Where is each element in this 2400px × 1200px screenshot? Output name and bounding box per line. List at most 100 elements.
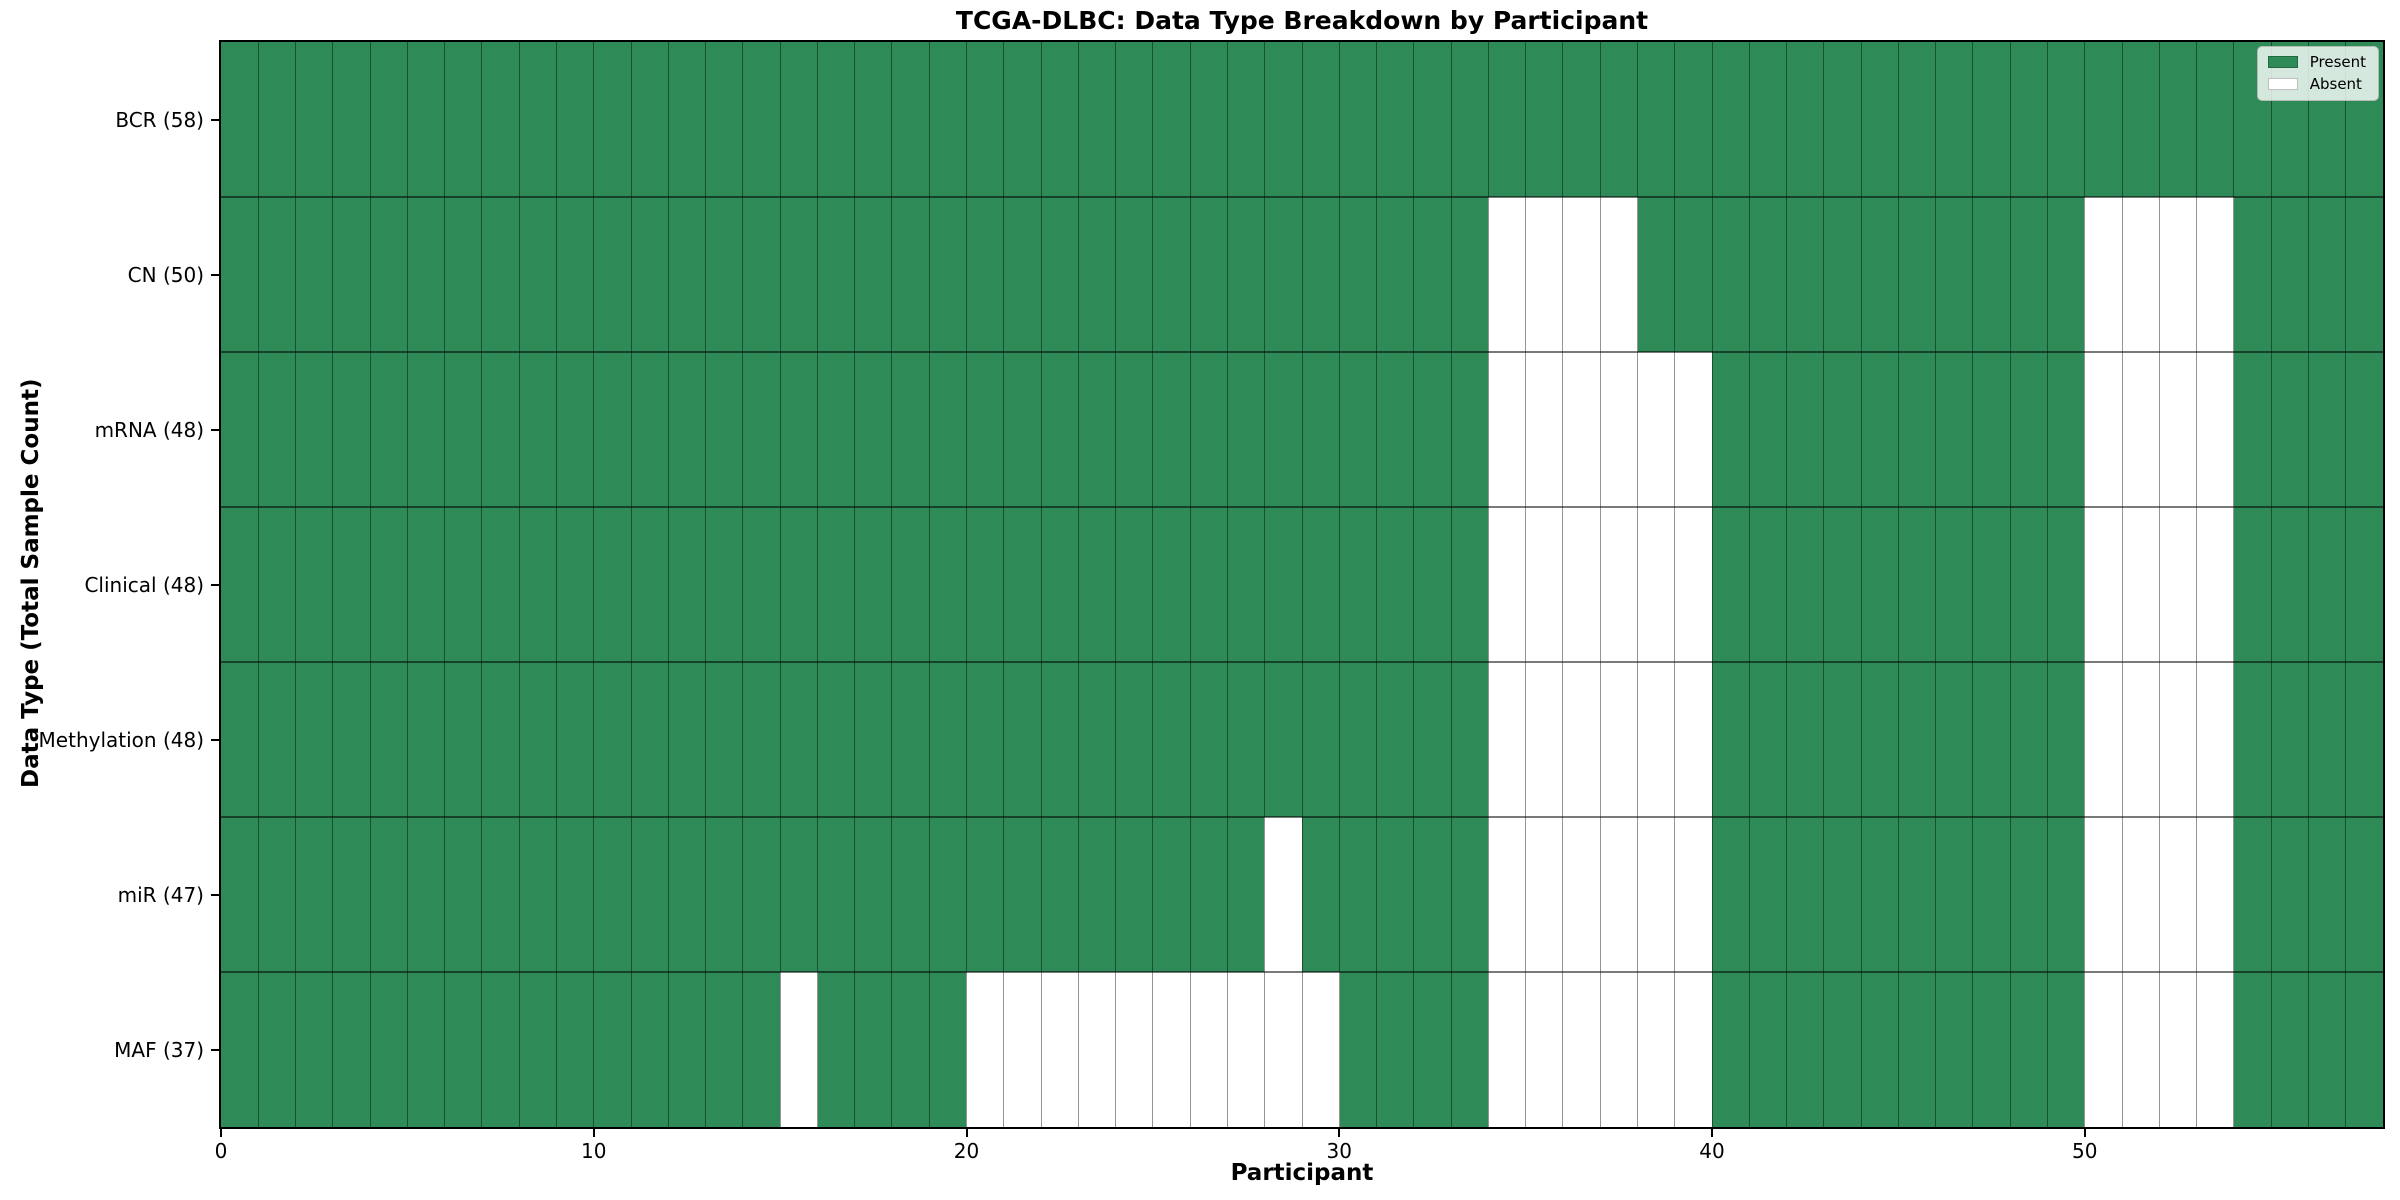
cell-gridline-vertical [2009, 42, 2011, 1127]
cell-gridline-vertical [1487, 42, 1489, 1127]
cell-gridline-vertical [742, 42, 744, 1127]
cell-gridline-vertical [369, 42, 371, 1127]
x-tick-mark [220, 1129, 222, 1137]
cell-gridline-vertical [555, 42, 557, 1127]
y-tick-label: mRNA (48) [94, 417, 204, 442]
heatmap-cell-absent [2159, 351, 2197, 508]
heatmap-cell-absent [2084, 506, 2123, 663]
heatmap-cell-absent [1562, 196, 1601, 353]
cell-gridline-vertical [705, 42, 707, 1127]
y-tick-label: miR (47) [117, 882, 204, 907]
heatmap-cell-absent [1264, 971, 1303, 1128]
y-tick-mark [211, 118, 219, 121]
heatmap-cell-absent [1637, 661, 1676, 818]
cell-gridline-vertical [1935, 42, 1937, 1127]
x-axis-label: Participant [1230, 1160, 1374, 1186]
x-tick-label: 20 [953, 1139, 980, 1163]
heatmap-cell-absent [966, 971, 1005, 1128]
heatmap-cell-absent [1488, 816, 1526, 973]
legend-present-swatch [2267, 56, 2298, 68]
heatmap-cell-absent [2121, 196, 2160, 353]
cell-gridline-horizontal [221, 971, 2383, 973]
cell-gridline-vertical [2084, 42, 2086, 1127]
x-tick-label: 0 [214, 1139, 228, 1163]
heatmap-cell-absent [2121, 351, 2160, 508]
cell-gridline-vertical [518, 42, 520, 1127]
x-tick-label: 30 [1326, 1139, 1352, 1163]
cell-gridline-horizontal [221, 506, 2383, 508]
heatmap-cell-absent [1562, 506, 1601, 663]
heatmap-cell-absent [1562, 351, 1601, 508]
cell-gridline-vertical [1599, 42, 1601, 1127]
heatmap-cell-absent [1674, 971, 1713, 1128]
cell-gridline-vertical [1376, 42, 1378, 1127]
heatmap-cell-absent [2196, 351, 2235, 508]
cell-gridline-vertical [1338, 42, 1340, 1127]
heatmap-cell-absent [1040, 971, 1079, 1128]
cell-gridline-horizontal [221, 351, 2383, 353]
heatmap-cell-absent [2121, 506, 2160, 663]
legend-absent-swatch [2267, 78, 2298, 90]
cell-gridline-vertical [779, 42, 781, 1127]
heatmap-cell-absent [1674, 816, 1713, 973]
heatmap-cell-absent [2084, 196, 2123, 353]
heatmap-cell-absent [1003, 971, 1042, 1128]
cell-gridline-vertical [1636, 42, 1638, 1127]
cell-gridline-vertical [2196, 42, 2198, 1127]
heatmap-cell-absent [1599, 506, 1638, 663]
heatmap-cell-absent [1599, 351, 1638, 508]
heatmap-cell-absent [1152, 971, 1191, 1128]
cell-gridline-vertical [1115, 42, 1117, 1127]
legend: Present Absent [2256, 46, 2379, 101]
heatmap-cell-absent [2159, 816, 2197, 973]
heatmap-cell-absent [2196, 661, 2235, 818]
heatmap-cell-absent [2084, 816, 2123, 973]
heatmap-cell-absent [1525, 971, 1564, 1128]
legend-present-label: Present [2309, 53, 2366, 71]
heatmap-cell-absent [2196, 506, 2235, 663]
cell-gridline-vertical [1748, 42, 1750, 1127]
legend-item-absent: Absent [2267, 75, 2366, 93]
heatmap-cell-absent [2196, 971, 2235, 1128]
cell-gridline-vertical [295, 42, 297, 1127]
heatmap-cell-absent [1488, 661, 1526, 818]
x-tick-mark [965, 1129, 968, 1137]
plot-area: Present Absent [219, 40, 2385, 1129]
cell-gridline-vertical [891, 42, 893, 1127]
cell-gridline-vertical [444, 42, 446, 1127]
cell-gridline-vertical [2121, 42, 2123, 1127]
cell-gridline-vertical [1264, 42, 1266, 1127]
cell-gridline-vertical [1413, 42, 1415, 1127]
cell-gridline-vertical [1003, 42, 1005, 1127]
x-tick-mark [2083, 1129, 2086, 1137]
cell-gridline-vertical [2307, 42, 2309, 1127]
cell-gridline-vertical [1972, 42, 1974, 1127]
cell-gridline-vertical [257, 42, 259, 1127]
heatmap-cell-absent [1189, 971, 1228, 1128]
heatmap-cell-absent [1488, 971, 1526, 1128]
legend-absent-label: Absent [2309, 75, 2362, 93]
heatmap-cell-absent [2084, 661, 2123, 818]
heatmap-cell-absent [1637, 971, 1676, 1128]
heatmap-cell-absent [2084, 351, 2123, 508]
heatmap-cell-absent [1115, 971, 1154, 1128]
heatmap-cell-absent [1525, 816, 1564, 973]
cell-gridline-vertical [928, 42, 930, 1127]
cell-gridline-vertical [630, 42, 632, 1127]
cell-gridline-vertical [332, 42, 334, 1127]
cell-gridline-vertical [1450, 42, 1452, 1127]
cell-gridline-vertical [1897, 42, 1899, 1127]
x-tick-label: 40 [1699, 1139, 1725, 1163]
cell-gridline-vertical [1674, 42, 1676, 1127]
heatmap-cell-absent [1637, 816, 1676, 973]
x-tick-label: 10 [581, 1139, 607, 1163]
cell-gridline-vertical [2158, 42, 2160, 1127]
heatmap-cell-absent [1525, 351, 1564, 508]
y-tick-label: BCR (58) [115, 107, 204, 132]
legend-item-present: Present [2267, 53, 2366, 71]
heatmap-cell-absent [1264, 816, 1303, 973]
heatmap-cell-absent [1525, 506, 1564, 663]
heatmap-cell-absent [1599, 816, 1638, 973]
cell-gridline-vertical [1786, 42, 1788, 1127]
